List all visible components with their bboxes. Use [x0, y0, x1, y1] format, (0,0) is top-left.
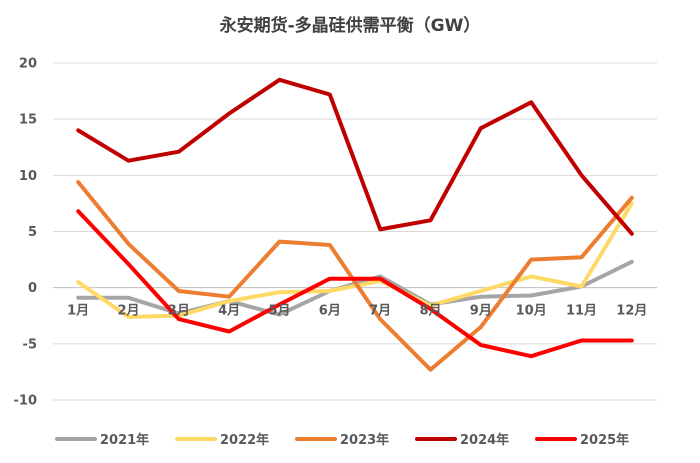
legend-label: 2025年	[580, 432, 629, 448]
x-tick-label: 10月	[516, 304, 547, 319]
y-tick-label: 5	[28, 225, 37, 240]
x-tick-label: 11月	[566, 304, 597, 319]
legend-item-2025年: 2025年	[535, 432, 629, 448]
legend-item-2024年: 2024年	[415, 432, 509, 448]
legend-item-2021年: 2021年	[55, 432, 149, 448]
series-line-2022年	[76, 201, 634, 319]
series-layer	[76, 77, 634, 372]
y-tick-label: 15	[19, 113, 37, 128]
y-axis-ticks: 20 15 10 5 0 -5 -10	[14, 57, 38, 409]
series-line-2025年	[76, 209, 634, 359]
x-tick-label: 8月	[419, 304, 441, 319]
x-tick-label: 2月	[117, 304, 139, 319]
y-tick-label: 20	[19, 57, 37, 72]
x-tick-label: 4月	[218, 304, 240, 319]
legend-label: 2022年	[220, 432, 269, 448]
x-tick-label: 5月	[268, 304, 290, 319]
x-tick-label: 3月	[168, 304, 190, 319]
x-tick-label: 6月	[319, 304, 341, 319]
x-tick-label: 9月	[470, 304, 492, 319]
x-tick-label: 12月	[616, 304, 647, 319]
x-tick-label: 1月	[67, 304, 89, 319]
y-tick-label: 10	[19, 169, 37, 184]
y-tick-label: -10	[14, 394, 38, 409]
series-line-2023年	[76, 180, 634, 372]
y-tick-label: -5	[23, 337, 37, 352]
x-tick-label: 7月	[369, 304, 391, 319]
series-line-2024年	[76, 77, 634, 236]
legend: 2021年 2022年 2023年 2024年 2025年	[55, 432, 629, 448]
legend-item-2023年: 2023年	[295, 432, 389, 448]
y-tick-label: 0	[28, 281, 37, 296]
legend-label: 2024年	[460, 432, 509, 448]
series-line-2021年	[76, 259, 634, 317]
legend-label: 2023年	[340, 432, 389, 448]
grid-layer	[53, 62, 657, 401]
legend-label: 2021年	[100, 432, 149, 448]
legend-item-2022年: 2022年	[175, 432, 269, 448]
chart-title: 永安期货-多晶硅供需平衡（GW）	[219, 15, 481, 36]
x-axis-ticks: 1月 2月 3月 4月 5月 6月 7月 8月 9月 10月 11月 12月	[67, 304, 647, 319]
